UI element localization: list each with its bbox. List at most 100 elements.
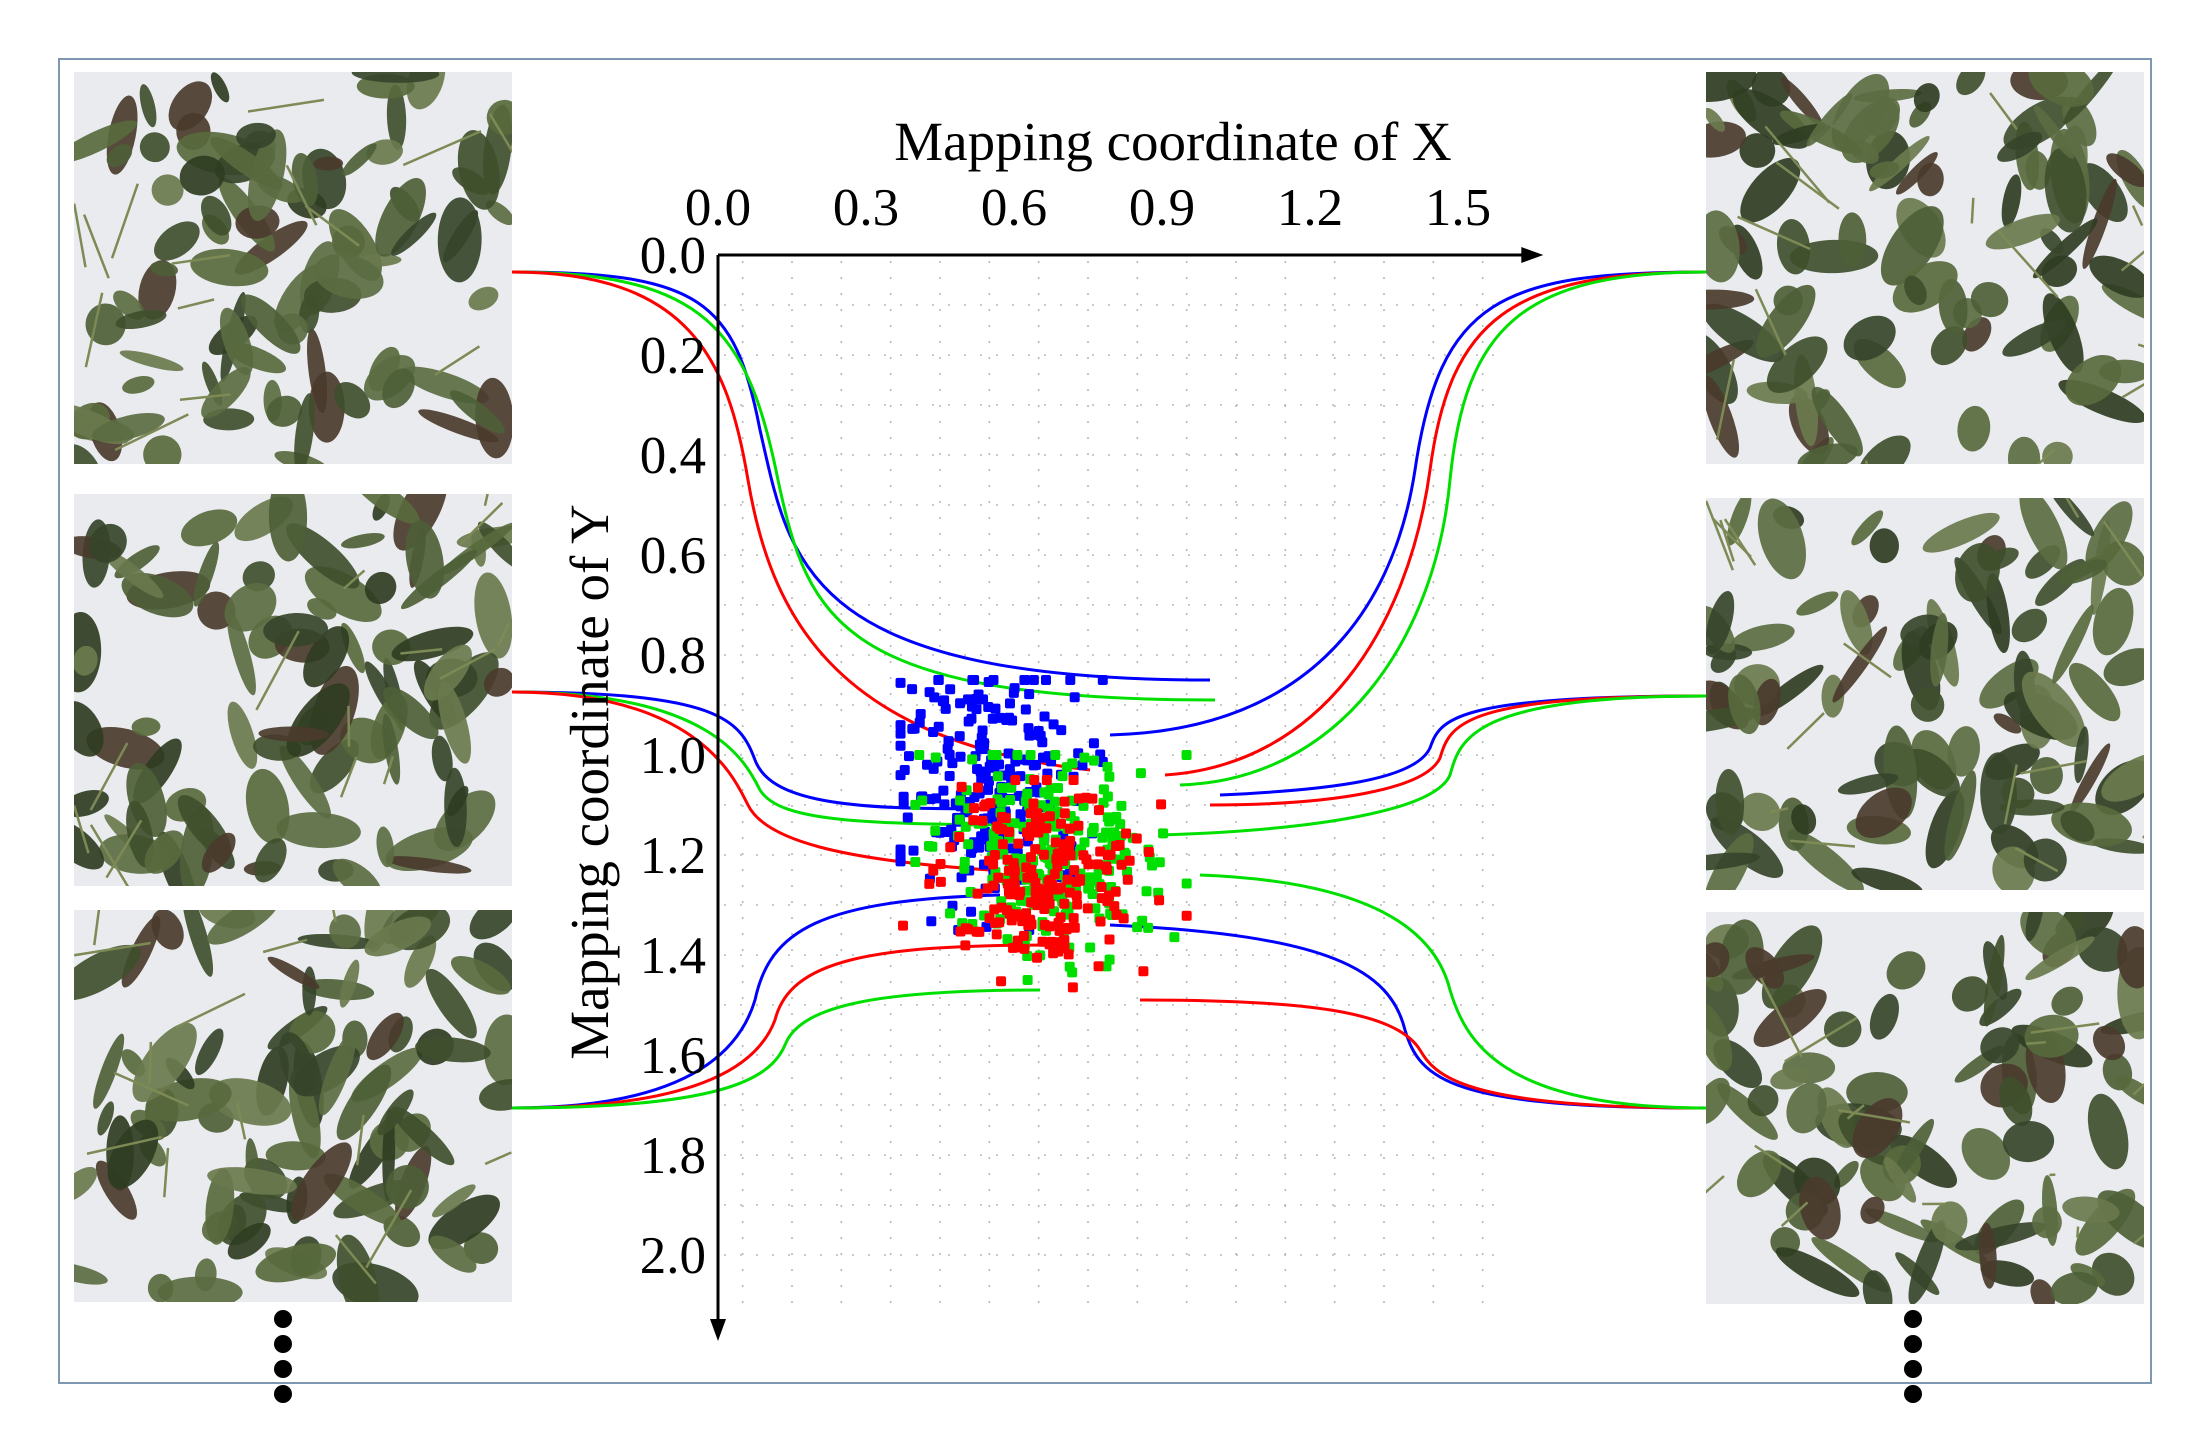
leaf-shape: [1951, 976, 1988, 1012]
data-point: [1077, 760, 1088, 771]
data-point: [1056, 818, 1067, 829]
data-point: [1029, 775, 1040, 785]
leaf-shape: [2019, 498, 2068, 570]
leaf-shape: [1706, 107, 1725, 132]
leaf-shape: [376, 826, 395, 868]
leaf-shape: [194, 1258, 217, 1292]
data-point: [994, 917, 1005, 928]
data-point: [938, 785, 949, 796]
leaf-shape: [101, 548, 164, 599]
leaf-shape: [469, 910, 512, 940]
stem-line: [1769, 807, 1789, 814]
data-point: [930, 825, 941, 836]
data-point: [1064, 887, 1075, 898]
data-point: [984, 913, 995, 924]
leaf-shape: [428, 1194, 500, 1250]
leaf-shape: [131, 717, 161, 736]
data-point: [988, 675, 999, 685]
connector-curve: [511, 988, 1041, 1110]
data-point: [1087, 827, 1098, 838]
data-point: [1009, 866, 1020, 877]
leaf-shape: [364, 571, 397, 605]
data-point: [1043, 789, 1054, 800]
leaf-shape: [291, 152, 319, 207]
data-point: [1069, 692, 1080, 703]
leaf-shape: [351, 72, 440, 83]
stem-line: [400, 648, 443, 655]
leaf-shape: [341, 532, 385, 549]
connector-curve: [1109, 923, 1707, 1110]
x-axis-title: Mapping coordinate of X: [894, 111, 1452, 172]
leaf-shape: [1745, 947, 1785, 989]
data-point: [1028, 798, 1039, 809]
data-point: [968, 803, 979, 814]
leaf-shape: [385, 1164, 429, 1209]
leaf-shape: [2002, 1121, 2055, 1163]
leaf-shape: [2002, 320, 2066, 357]
leaf-shape: [2047, 498, 2094, 537]
stem-line: [171, 254, 231, 265]
data-point: [924, 878, 935, 889]
leaf-shape: [391, 1106, 455, 1166]
data-point: [1124, 855, 1135, 866]
stem-line: [1970, 197, 1975, 224]
leaf-shape: [1757, 498, 1807, 580]
stem-line: [1723, 518, 1757, 566]
connector-curve: [511, 270, 1091, 772]
leaf-shape: [1706, 852, 1760, 871]
y-tick-label: 1.4: [640, 927, 706, 985]
data-point: [909, 723, 920, 734]
leaf-shape: [139, 84, 157, 128]
data-point: [1048, 948, 1059, 959]
stem-line: [255, 630, 300, 711]
data-point: [899, 765, 910, 776]
leaf-shape: [179, 155, 225, 196]
leaf-shape: [1980, 547, 2019, 571]
data-point: [1022, 788, 1033, 799]
data-point: [1041, 775, 1052, 785]
data-point: [1082, 903, 1093, 914]
data-point: [1079, 752, 1090, 763]
connector-curve: [1109, 270, 1707, 737]
leaf-shape: [206, 910, 280, 945]
data-point: [1104, 771, 1115, 782]
data-point: [1104, 934, 1115, 945]
leaf-shape: [385, 856, 472, 874]
leaf-photo-right-1: [1706, 72, 2144, 464]
stem-line: [2132, 1082, 2144, 1096]
data-point: [939, 695, 950, 706]
data-point: [1030, 878, 1041, 889]
data-point: [1095, 846, 1106, 857]
leaf-shape: [1956, 72, 1986, 96]
data-point: [1092, 859, 1103, 870]
data-point: [1135, 768, 1146, 779]
leaf-shape: [2092, 1025, 2126, 1061]
data-point: [1022, 872, 1033, 883]
leaf-photo-left-2: [74, 494, 512, 886]
data-point: [1102, 791, 1113, 802]
leaf-shape: [74, 701, 104, 757]
data-point: [1028, 675, 1039, 685]
y-tick-label: 0.8: [640, 627, 706, 685]
leaf-shape: [1706, 590, 1735, 655]
stem-line: [347, 705, 351, 747]
leaf-shape: [1776, 219, 1811, 275]
data-point: [1022, 975, 1033, 985]
leaf-image: [1706, 72, 2144, 464]
leaf-shape: [382, 368, 415, 409]
x-tick-label: 0.0: [685, 179, 751, 237]
data-point: [940, 703, 951, 714]
connector-curve: [1139, 998, 1707, 1110]
data-point: [898, 799, 909, 810]
data-point: [914, 750, 925, 760]
leaf-shape: [236, 122, 276, 149]
data-point: [929, 692, 940, 703]
tick-labels: 0.0 0.3 0.6 0.9 1.2 1.5 0.0 0.2 0.4 0.6 0.8 1.0 1.2 1…: [640, 179, 1491, 1285]
leaf-shape: [2070, 743, 2111, 813]
stem-line: [114, 413, 189, 452]
leaf-shape: [1747, 1085, 1779, 1117]
more-images-ellipsis-icon-right: [1904, 1310, 1924, 1410]
stem-line: [1754, 288, 1787, 356]
data-point: [1001, 715, 1012, 726]
